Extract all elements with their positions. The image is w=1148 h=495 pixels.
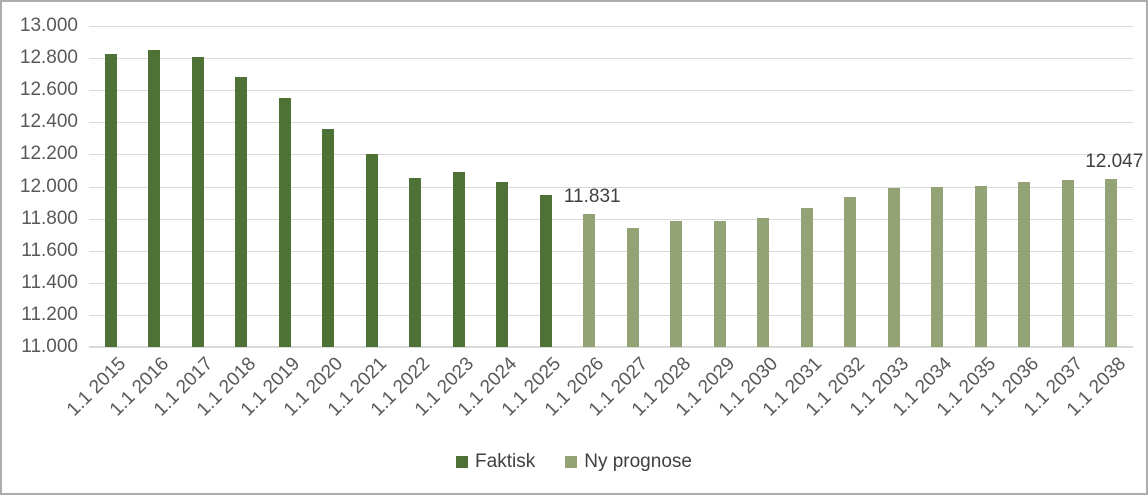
bar-ny-prognose-112034 (931, 186, 944, 347)
y-axis-tick-label: 11.000 (21, 336, 78, 357)
bar-ny-prognose-112027 (626, 228, 639, 347)
bar-faktisk-112017 (191, 57, 204, 347)
bar-ny-prognose-112029 (713, 221, 726, 347)
gridline (89, 186, 1133, 188)
gridline (89, 250, 1133, 252)
y-axis-tick-label: 12.000 (19, 175, 78, 197)
y-axis-tick-label: 12.600 (19, 79, 78, 101)
legend: Faktisk Ny prognose (2, 451, 1146, 473)
y-axis-tick-label: 11.400 (21, 271, 78, 293)
y-axis-tick-label: 13.000 (19, 15, 78, 36)
bar-ny-prognose-112037 (1061, 180, 1074, 347)
gridline (89, 218, 1133, 220)
bar-faktisk-112018 (235, 77, 248, 347)
bar-faktisk-112023 (452, 172, 465, 347)
y-axis-tick-label: 12.200 (19, 143, 78, 165)
legend-swatch-faktisk (456, 456, 469, 468)
bar-faktisk-112024 (496, 182, 509, 347)
data-label-12047: 12.047 (1085, 150, 1144, 172)
y-axis-tick-label: 11.600 (21, 239, 78, 261)
bar-faktisk-112025 (539, 194, 552, 347)
y-axis-tick-label: 11.800 (21, 207, 78, 229)
gridline (89, 154, 1133, 156)
bar-ny-prognose-112032 (844, 196, 857, 347)
legend-swatch-ny-prognose (565, 456, 578, 468)
legend-label-ny-prognose: Ny prognose (584, 451, 692, 472)
bar-ny-prognose-112036 (1018, 181, 1031, 347)
bar-ny-prognose-112031 (800, 208, 813, 347)
legend-item-faktisk: Faktisk (456, 451, 535, 473)
bar-faktisk-112022 (409, 178, 422, 347)
gridline (89, 314, 1133, 316)
gridline (89, 26, 1133, 27)
gridline (89, 122, 1133, 124)
legend-item-ny-prognose: Ny prognose (565, 451, 692, 473)
bar-ny-prognose-112028 (670, 221, 683, 347)
legend-label-faktisk: Faktisk (475, 451, 536, 472)
gridline (89, 346, 1133, 348)
bar-faktisk-112020 (322, 128, 335, 347)
bar-ny-prognose-112030 (757, 217, 770, 347)
y-axis-tick-label: 12.800 (19, 47, 78, 69)
bar-faktisk-112021 (365, 153, 378, 347)
gridline (89, 58, 1133, 60)
bar-faktisk-112015 (104, 54, 117, 347)
bar-ny-prognose-112038 (1105, 178, 1118, 347)
gridline (89, 282, 1133, 284)
y-axis-tick-label: 12.400 (19, 111, 78, 133)
bar-ny-prognose-112035 (974, 185, 987, 347)
bar-ny-prognose-112033 (887, 188, 900, 347)
y-axis-tick-label: 11.200 (21, 303, 78, 325)
gridline (89, 90, 1133, 92)
bar-faktisk-112019 (278, 98, 291, 347)
data-label-11831: 11.831 (563, 185, 621, 207)
bar-faktisk-112016 (148, 50, 161, 347)
bar-ny-prognose-112026 (583, 213, 596, 347)
